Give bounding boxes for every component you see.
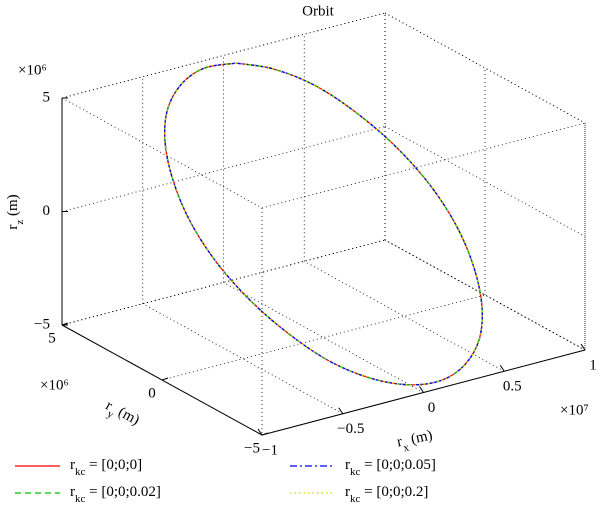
x-axis-label: rx (m) xyxy=(396,428,435,455)
z-axis-label: rz (m) xyxy=(5,194,25,229)
x-tick-label: −0.5 xyxy=(337,421,364,437)
z-tick-label: −5 xyxy=(34,316,50,332)
grid-line xyxy=(61,126,386,212)
grid-line xyxy=(161,294,486,381)
x-tick xyxy=(499,364,505,372)
box-edge xyxy=(61,12,386,99)
orbit-line xyxy=(164,62,483,386)
y-tick xyxy=(161,377,169,381)
box-edge xyxy=(61,97,263,209)
legend-label: rkc = [0;0;0.02] xyxy=(70,484,161,504)
box-edge xyxy=(261,122,586,209)
y-tick xyxy=(261,432,269,436)
x-tick-label: 0 xyxy=(428,400,436,416)
x-multiplier: ×10⁷ xyxy=(560,402,589,418)
z-multiplier: ×10⁶ xyxy=(18,62,47,78)
z-tick-label: 5 xyxy=(43,89,51,105)
x-tick-label: 1 xyxy=(589,357,597,373)
y-tick-label: 0 xyxy=(148,385,156,401)
grid-line xyxy=(142,303,343,415)
y-tick-label: 5 xyxy=(48,330,56,346)
grid-line xyxy=(223,282,424,393)
x-tick xyxy=(580,343,586,351)
grid-line xyxy=(304,260,505,372)
y-tick xyxy=(61,322,69,326)
grid-line xyxy=(61,12,386,99)
y-tick-label: −5 xyxy=(244,440,260,456)
orbit-line xyxy=(164,62,483,386)
x-tick xyxy=(257,428,263,436)
legend-label: rkc = [0;0;0.2] xyxy=(345,484,428,504)
orbit-line xyxy=(164,62,483,386)
orbit-line xyxy=(164,62,483,386)
legend-label: rkc = [0;0;0] xyxy=(70,457,142,477)
x-tick xyxy=(338,407,344,415)
y-multiplier: ×10⁶ xyxy=(40,377,69,393)
x-tick-label: −1 xyxy=(262,442,278,458)
x-tick xyxy=(419,386,424,393)
z-tick-label: 0 xyxy=(43,203,51,219)
x-tick-label: 0.5 xyxy=(503,379,522,395)
legend-label: rkc = [0;0;0.05] xyxy=(345,457,436,477)
y-axis-label: ry (m) xyxy=(101,398,142,433)
chart-title: Orbit xyxy=(302,3,334,19)
